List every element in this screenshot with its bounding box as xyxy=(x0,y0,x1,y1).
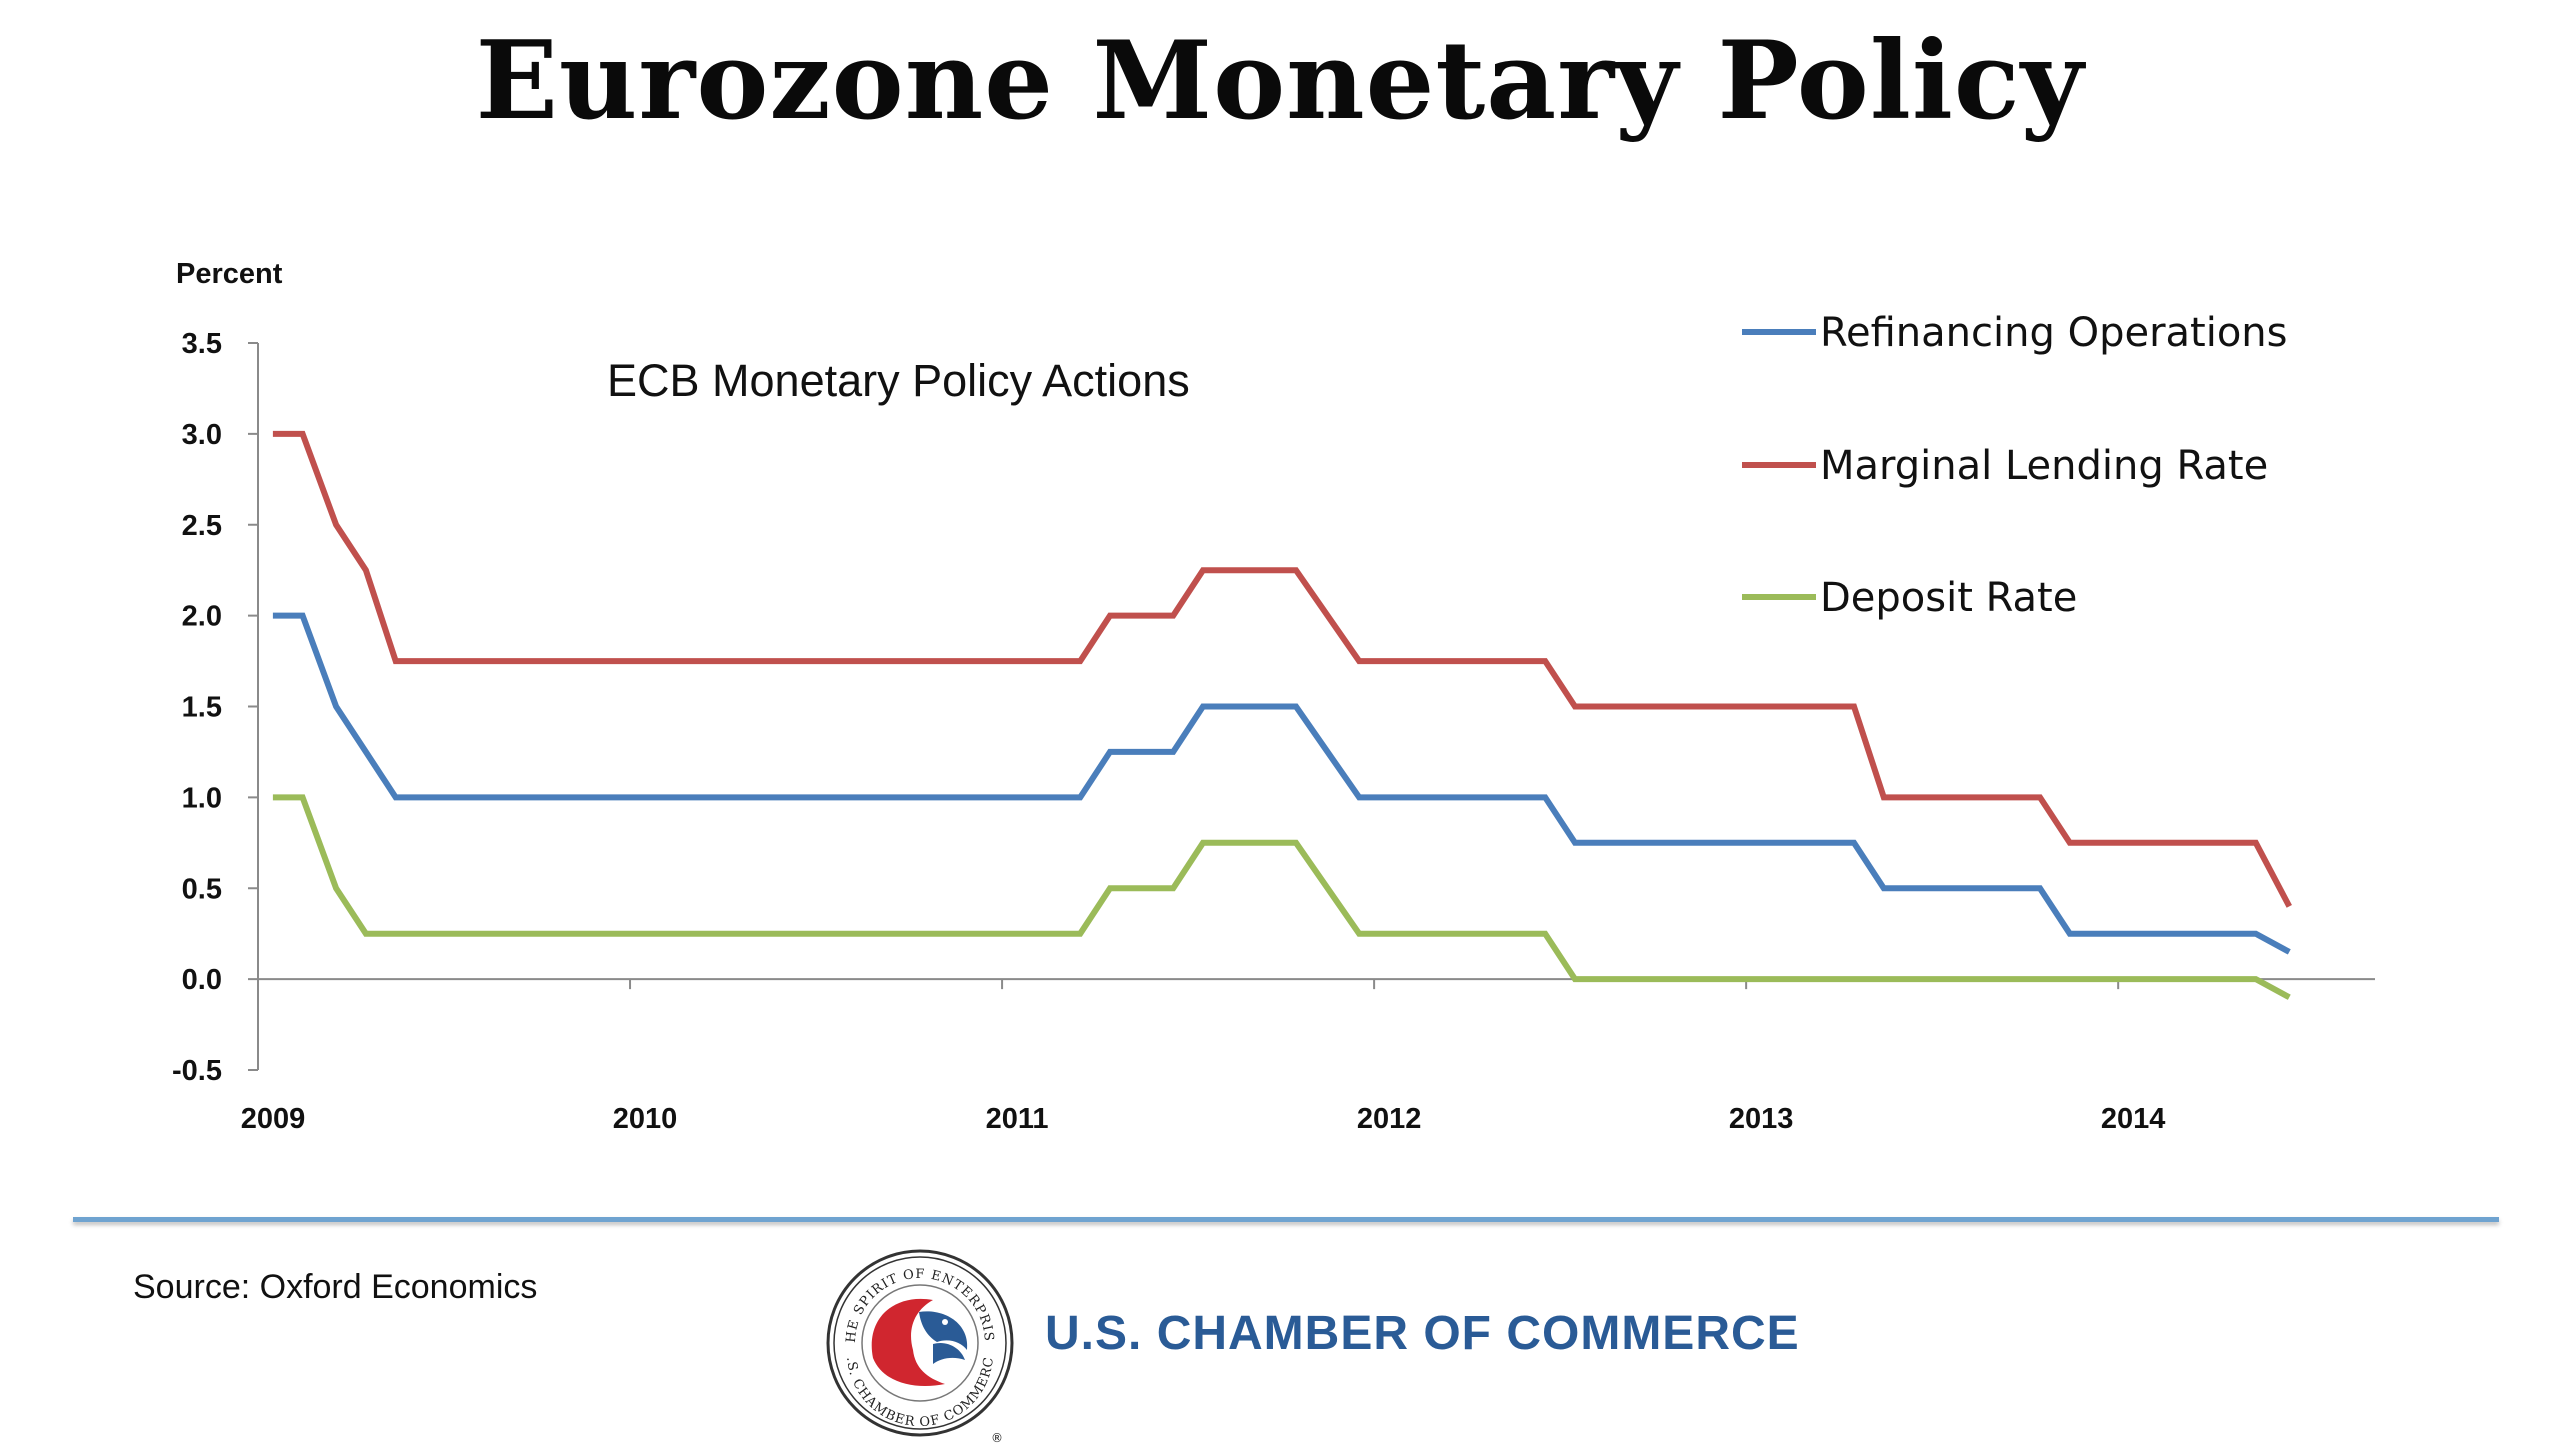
brand-name: U.S. CHAMBER OF COMMERCE xyxy=(1045,1307,1800,1360)
rates-chart: Percent ECB Monetary Policy Actions 3.53… xyxy=(172,258,2375,1135)
page-title: Eurozone Monetary Policy xyxy=(475,18,2085,144)
chamber-seal-logo: THE SPIRIT OF ENTERPRISE U.S. CHAMBER OF… xyxy=(815,1238,1014,1445)
chart-title: ECB Monetary Policy Actions xyxy=(607,355,1190,406)
y-tick-label: 0.5 xyxy=(182,873,222,905)
y-tick-label: -0.5 xyxy=(172,1055,222,1087)
y-tick-label: 2.5 xyxy=(182,510,222,542)
legend-label: Refinancing Operations xyxy=(1820,310,2287,356)
y-tick-label: 3.0 xyxy=(182,419,222,451)
x-tick-label: 2011 xyxy=(986,1103,1049,1135)
y-tick-label: 2.0 xyxy=(182,601,222,633)
x-tick-label: 2013 xyxy=(1729,1103,1794,1135)
chart-title-text: ECB Monetary Policy Actions xyxy=(607,355,1190,406)
legend: Refinancing Operations Marginal Lending R… xyxy=(1742,310,2287,621)
series-line-2 xyxy=(272,430,2292,908)
divider-rule xyxy=(73,1217,2499,1222)
x-tick-label: 2009 xyxy=(241,1103,306,1135)
y-axis-label: Percent xyxy=(176,258,283,290)
source-note: Source: Oxford Economics xyxy=(133,1268,538,1306)
registered-mark: ® xyxy=(991,1431,1003,1445)
series-lines xyxy=(272,430,2292,1000)
x-tick-label: 2014 xyxy=(2101,1103,2166,1135)
y-axis-label-text: Percent xyxy=(176,258,283,290)
y-tick-label: 0.0 xyxy=(182,964,222,996)
y-tick-label: 3.5 xyxy=(182,328,222,360)
x-tick-label: 2010 xyxy=(613,1103,678,1135)
y-tick-label: 1.0 xyxy=(182,782,222,814)
y-ticks: 3.5 3.0 2.5 2.0 1.5 1.0 0.5 0.0 -0.5 xyxy=(172,328,258,1087)
legend-label: Marginal Lending Rate xyxy=(1820,443,2268,489)
series-line-1 xyxy=(272,612,2291,955)
x-ticks: 2009 2010 2011 2012 2013 2014 xyxy=(241,979,2166,1135)
series-line-3 xyxy=(272,794,2291,1000)
x-tick-label: 2012 xyxy=(1357,1103,1422,1135)
legend-label: Deposit Rate xyxy=(1820,575,2077,621)
y-tick-label: 1.5 xyxy=(182,692,222,724)
